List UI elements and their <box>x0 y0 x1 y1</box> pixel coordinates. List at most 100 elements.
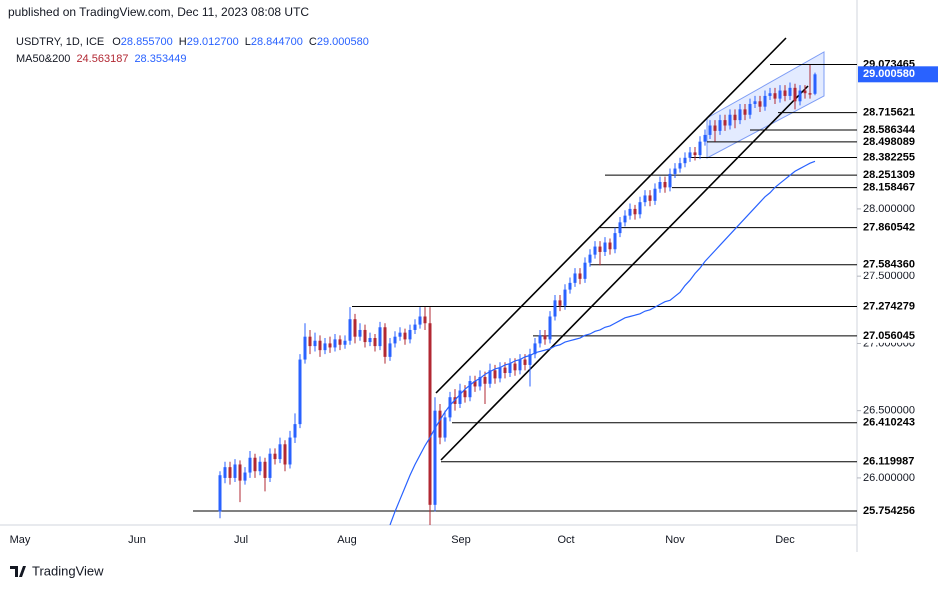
candle-body <box>233 464 237 478</box>
candle <box>498 362 502 383</box>
candle-body <box>348 319 352 341</box>
candle-body <box>648 195 652 201</box>
candle <box>803 85 807 99</box>
level-label-bg <box>858 134 938 149</box>
level-label: 25.754256 <box>863 505 915 517</box>
candle-body <box>393 336 397 344</box>
candle-body <box>748 103 752 115</box>
candle <box>593 241 597 259</box>
candle <box>543 329 547 345</box>
x-tick-label: Dec <box>775 534 795 546</box>
candle <box>668 168 672 192</box>
candle-body <box>528 354 532 365</box>
candle <box>443 410 447 442</box>
candle <box>218 471 222 519</box>
candle-body <box>608 242 612 250</box>
candle-body <box>463 390 467 398</box>
candle-body <box>518 359 522 371</box>
candle <box>238 460 242 503</box>
candle-body <box>498 367 502 379</box>
candle <box>558 294 562 312</box>
level-label: 28.158467 <box>863 181 915 193</box>
candle <box>258 456 262 476</box>
candle-body <box>253 457 257 472</box>
candle-body <box>573 273 577 283</box>
x-tick-label: Sep <box>451 534 471 546</box>
candle-body <box>798 90 802 102</box>
candle <box>313 332 317 352</box>
candle <box>748 98 752 119</box>
candle <box>518 354 522 375</box>
candle-body <box>468 381 472 398</box>
x-tick-label: Jul <box>234 534 248 546</box>
candle-body <box>753 101 757 104</box>
candle <box>403 328 407 345</box>
candle-body <box>698 141 702 156</box>
candle-body <box>558 300 562 306</box>
candle <box>653 183 657 205</box>
candle <box>333 333 337 352</box>
candle-body <box>238 464 242 481</box>
candle-body <box>423 316 427 324</box>
candle-body <box>533 343 537 355</box>
candle <box>493 364 497 384</box>
candle <box>628 203 632 220</box>
candle-body <box>598 246 602 252</box>
candle <box>588 249 592 267</box>
ohlc-value: 28.855700 <box>121 36 173 48</box>
candle <box>648 190 652 207</box>
candle-body <box>363 329 367 343</box>
candle <box>378 321 382 351</box>
candle <box>508 358 512 378</box>
candle-body <box>603 242 607 252</box>
candle <box>293 413 297 443</box>
candle <box>703 129 707 146</box>
candle-body <box>688 152 692 158</box>
candle <box>273 448 277 465</box>
brand-name: TradingView <box>32 563 104 578</box>
candle <box>433 397 437 512</box>
candle <box>613 227 617 254</box>
ohlc-value: 29.000580 <box>317 36 369 48</box>
published-note: published on TradingView.com, Dec 11, 20… <box>8 5 309 19</box>
x-tick-label: Aug <box>337 534 357 546</box>
candle <box>618 216 622 238</box>
candle-body <box>293 424 297 438</box>
candle-body <box>538 335 542 344</box>
candle <box>758 95 762 113</box>
candle <box>288 430 292 469</box>
candle <box>448 391 452 422</box>
candle-body <box>593 246 597 255</box>
legend: USDTRY, 1D, ICE O28.855700 H29.012700 L28.8… <box>16 36 369 65</box>
candle <box>718 114 722 135</box>
candle <box>773 87 777 104</box>
candle <box>708 120 712 139</box>
candle-body <box>288 437 292 465</box>
symbol-legend: USDTRY, 1D, ICE O28.855700 H29.012700 L28.8… <box>16 36 369 48</box>
current-price-bg <box>858 66 938 83</box>
candle-body <box>588 254 592 263</box>
candle <box>228 461 232 485</box>
candle-body <box>248 457 252 473</box>
candle <box>733 109 737 129</box>
candle-body <box>258 461 262 472</box>
candle <box>393 331 397 348</box>
candle <box>578 268 582 285</box>
candle-body <box>563 289 567 306</box>
ohlc-key: C <box>309 36 317 48</box>
level-label: 26.119987 <box>863 456 914 468</box>
candle <box>753 95 757 109</box>
candle-body <box>383 327 387 357</box>
candle <box>763 90 767 111</box>
candle <box>638 196 642 219</box>
candle-body <box>768 93 772 96</box>
candle <box>553 294 557 321</box>
y-tick-label: 27.500000 <box>863 270 915 282</box>
candle-body <box>713 125 717 131</box>
x-tick-label: Nov <box>665 534 685 546</box>
candle <box>248 451 252 478</box>
candle-body <box>733 114 737 121</box>
candle-body <box>488 370 492 384</box>
candle-body <box>728 114 732 126</box>
candle-body <box>793 87 797 102</box>
